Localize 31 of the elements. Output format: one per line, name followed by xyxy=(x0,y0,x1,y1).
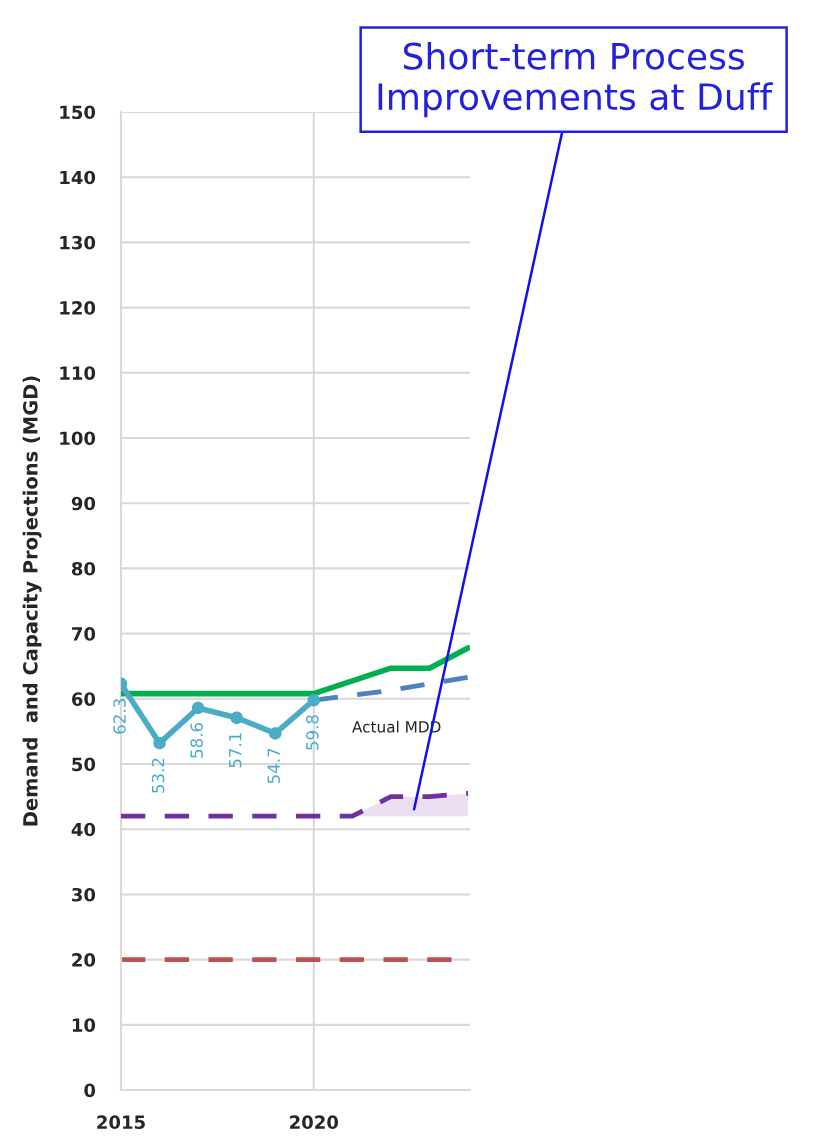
y-tick-label: 0 xyxy=(84,1083,96,1098)
annotation: Short-term Process Improvements at Duff xyxy=(378,41,773,118)
data-label: 59.8 xyxy=(306,715,319,750)
point xyxy=(307,693,321,707)
x-tick-label: 2015 xyxy=(97,1115,145,1130)
y-tick-label: 90 xyxy=(71,496,96,511)
y-tick-label: 100 xyxy=(60,431,96,446)
y-tick-label: 30 xyxy=(72,887,96,902)
y-tick-label: 150 xyxy=(60,105,96,120)
y-tick-label: 110 xyxy=(60,366,96,380)
data-label: 54.7 xyxy=(267,748,281,784)
data-label: 62.3 xyxy=(113,699,126,734)
point xyxy=(268,727,282,740)
point xyxy=(191,701,205,715)
point xyxy=(230,711,243,724)
y-tick-label: 120 xyxy=(60,301,96,315)
point xyxy=(153,736,166,750)
y-tick-label: 80 xyxy=(71,561,96,576)
data-label: 58.6 xyxy=(190,722,203,758)
y-tick-label: 60 xyxy=(71,692,96,706)
y-tick-label: 10 xyxy=(72,1018,96,1032)
data-label: 53.2 xyxy=(151,758,165,793)
y-tick-label: 40 xyxy=(71,822,96,837)
y-tick-label: 140 xyxy=(60,170,96,185)
y-tick-label: 20 xyxy=(72,953,96,967)
y-axis-title: Demand and Capacity Projections (MGD) xyxy=(22,376,42,826)
data-label: 57.1 xyxy=(229,733,242,768)
y-tick-label: 50 xyxy=(72,757,96,772)
x-tick-label: 2020 xyxy=(290,1115,339,1130)
y-tick-label: 130 xyxy=(60,235,96,250)
y-tick-label: 70 xyxy=(72,627,96,641)
